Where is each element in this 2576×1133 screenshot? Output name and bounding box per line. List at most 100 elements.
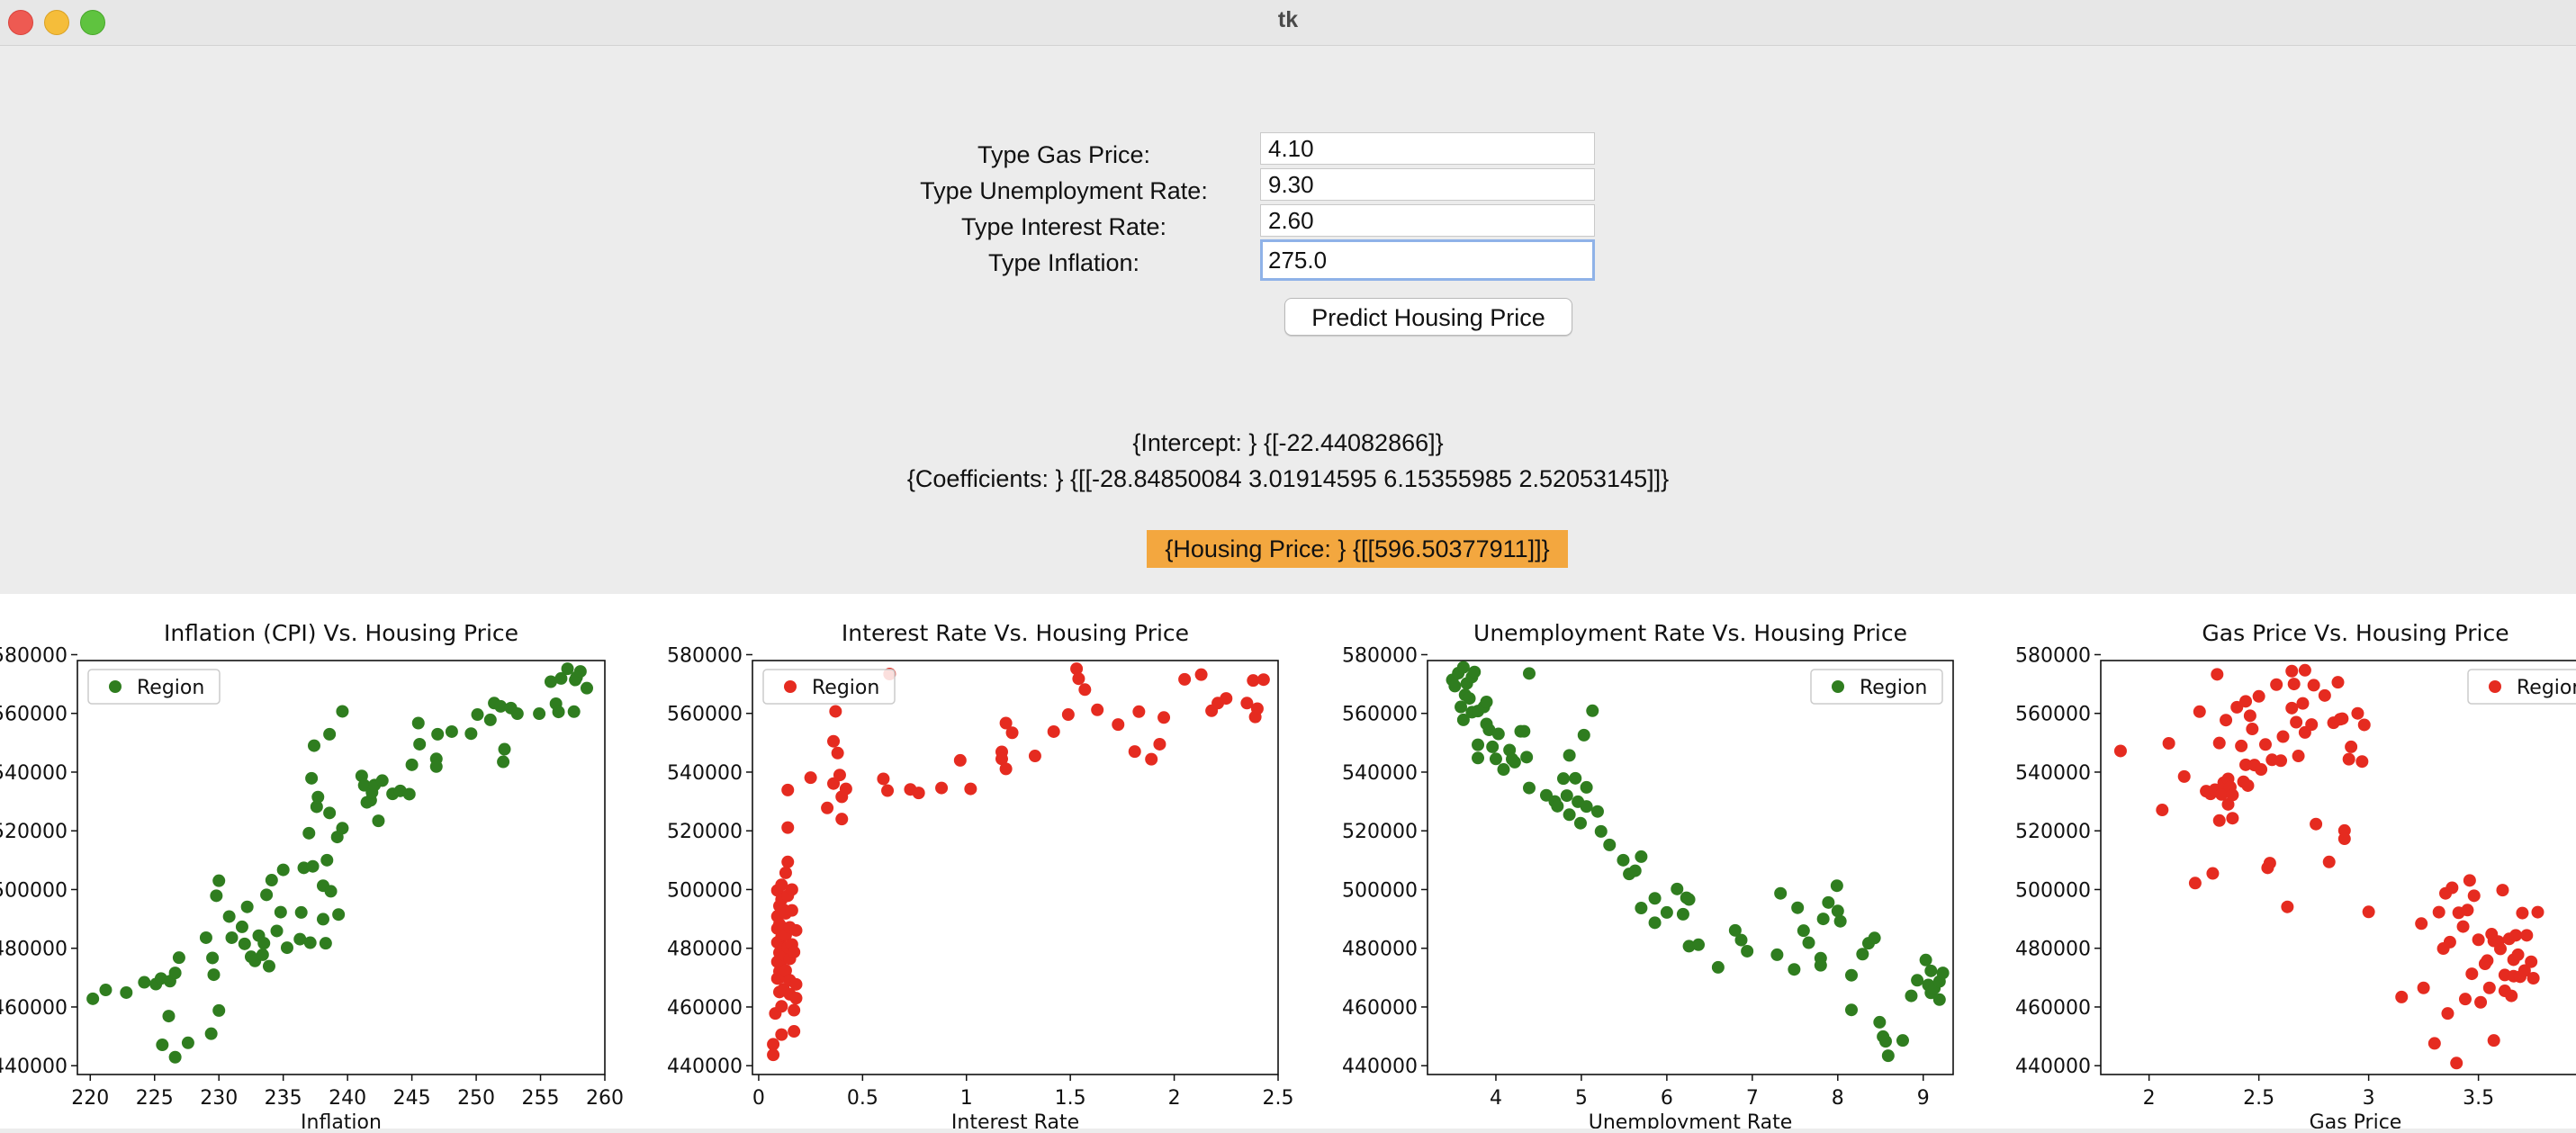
data-point [168,1050,182,1064]
legend-label: Region [812,677,879,699]
x-tick-label: 2.5 [1263,1087,1294,1110]
x-tick-label: 2 [2143,1087,2156,1110]
data-point [2156,804,2169,817]
data-point [1491,727,1505,741]
x-axis-label: Gas Price [2310,1111,2402,1129]
data-point [2357,718,2371,732]
data-point [829,705,842,718]
data-point [256,948,269,961]
data-point [181,1036,194,1049]
data-point [995,752,1008,766]
data-point [1741,944,1754,958]
data-point [1061,708,1075,722]
data-point [2310,817,2323,831]
data-point [210,889,223,903]
data-point [1816,913,1830,926]
data-point [1770,948,1784,961]
data-point [1814,958,1827,972]
data-point [2337,832,2351,846]
data-point [405,758,419,771]
data-point [2443,935,2456,949]
maximize-window-button[interactable] [80,10,105,35]
data-point [1844,968,1858,982]
x-tick-label: 1 [960,1087,973,1110]
data-point [2318,688,2331,702]
data-point [573,665,587,679]
data-point [1070,662,1084,676]
data-point [336,822,349,835]
x-tick-label: 3 [2363,1087,2375,1110]
data-point [1153,737,1166,751]
data-point [2472,933,2485,947]
x-tick-label: 255 [522,1087,560,1110]
unemployment-rate-input[interactable] [1260,168,1595,201]
minimize-window-button[interactable] [44,10,69,35]
chart-title: Gas Price Vs. Housing Price [2202,620,2508,646]
data-point [2226,788,2239,802]
data-point [1936,967,1950,980]
data-point [2305,718,2319,732]
interest-rate-input[interactable] [1260,204,1595,237]
data-point [1518,724,1531,738]
predict-housing-price-button[interactable]: Predict Housing Price [1284,298,1572,336]
data-point [1878,1035,1892,1048]
x-axis-label: Interest Rate [951,1111,1079,1129]
data-point [2351,706,2364,720]
data-point [1468,665,1482,679]
data-point [2212,736,2226,750]
data-point [2474,995,2488,1009]
legend-marker [2489,680,2501,693]
data-point [2525,955,2538,968]
data-point [1523,667,1536,680]
data-point [804,771,817,785]
data-point [1551,799,1564,813]
data-point [554,671,568,685]
data-point [2432,905,2445,919]
data-point [999,716,1013,730]
y-tick-label: 540000 [667,762,743,785]
data-point [86,992,100,1005]
data-point [320,853,334,867]
gas-price-input[interactable] [1260,132,1595,165]
data-point [1220,692,1233,706]
y-tick-label: 580000 [2015,644,2091,667]
y-tick-label: 440000 [2015,1056,2091,1078]
data-point [445,724,458,738]
legend-box [2467,669,2576,705]
data-point [1028,750,1041,763]
data-point [1728,923,1742,937]
data-point [2445,881,2459,895]
data-point [1456,661,1470,674]
data-point [1682,940,1696,953]
data-point [2113,744,2127,758]
data-point [1112,718,1125,732]
data-point [303,936,317,949]
close-window-button[interactable] [8,10,33,35]
data-point [1905,989,1918,1003]
data-point [294,905,308,919]
data-point [1856,948,1869,961]
data-point [789,992,803,1005]
inflation-input[interactable] [1260,239,1595,281]
data-point [1563,749,1576,762]
inflation-label: Type Inflation: [987,249,1140,276]
data-point [212,874,226,887]
y-tick-label: 560000 [667,704,743,726]
y-tick-label: 440000 [0,1056,68,1078]
data-point [2531,905,2544,919]
y-tick-label: 540000 [1342,762,1418,785]
legend-label: Region [2517,677,2576,699]
data-point [1240,697,1254,710]
data-point [2243,709,2256,723]
data-point [1523,781,1536,795]
data-point [1560,789,1573,803]
data-point [2270,678,2283,691]
data-point [310,800,323,814]
data-point [2467,889,2481,903]
y-tick-label: 500000 [2015,879,2091,902]
data-point [372,814,385,828]
data-point [240,900,254,913]
data-point [497,755,510,769]
data-point [2252,689,2265,703]
data-point [2482,981,2496,994]
